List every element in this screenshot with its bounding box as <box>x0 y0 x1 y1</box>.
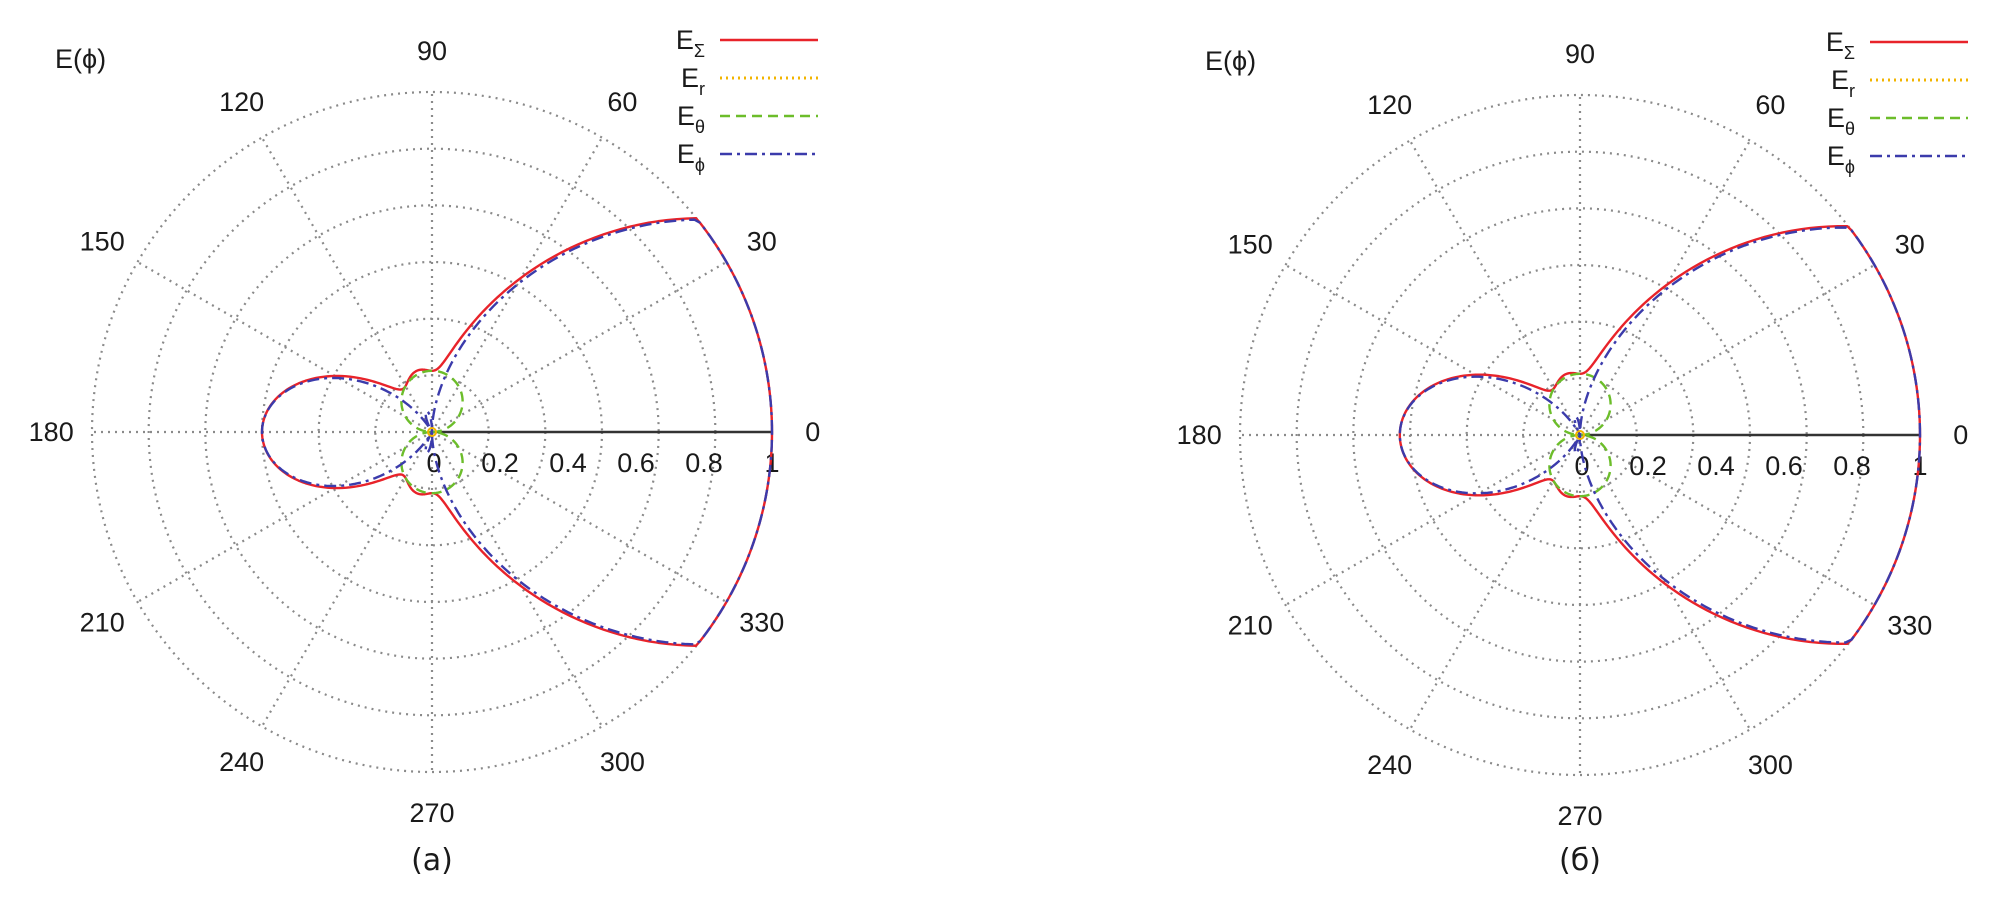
legend-label: Er <box>1831 65 1855 101</box>
radial-tick-label: 1 <box>1912 451 1927 481</box>
radial-tick-label: 0.6 <box>617 448 655 478</box>
series-line-e-phi <box>1398 226 1922 644</box>
y-axis-label: E(ϕ) <box>55 44 106 74</box>
legend-label: Eθ <box>1827 103 1855 139</box>
chart-caption: (a) <box>411 843 453 878</box>
e-r-origin-mark <box>427 427 437 437</box>
angle-label: 330 <box>739 607 784 637</box>
grid-spoke <box>261 137 433 433</box>
grid-spoke <box>1409 140 1581 436</box>
grid-spoke <box>431 137 603 433</box>
radial-tick-label: 0.8 <box>1833 451 1871 481</box>
angle-label: 270 <box>1557 801 1602 831</box>
legend-label: Eϕ <box>1827 141 1855 177</box>
angle-label: 0 <box>805 417 820 447</box>
legend-label: Eϕ <box>677 139 705 175</box>
grid-spoke <box>431 431 603 728</box>
grid-spoke <box>431 431 728 603</box>
angle-label: 60 <box>607 87 637 117</box>
legend-label: Er <box>681 63 705 99</box>
radial-tick-label: 0.2 <box>481 448 519 478</box>
angle-label: 120 <box>1367 90 1412 120</box>
angle-label: 90 <box>1565 39 1595 69</box>
angle-label: 30 <box>1895 230 1925 260</box>
grid-spoke <box>1579 140 1751 436</box>
legend-label: EΣ <box>1826 27 1855 63</box>
y-axis-label: E(ϕ) <box>1205 46 1256 76</box>
grid-spoke <box>1579 434 1875 606</box>
legend-label: EΣ <box>676 25 705 61</box>
grid-spoke <box>1285 264 1581 436</box>
grid-spoke <box>1579 434 1751 731</box>
angle-label: 330 <box>1887 610 1932 640</box>
series-line-e-sigma <box>1398 225 1922 645</box>
radial-tick-label: 0.4 <box>1697 451 1735 481</box>
polar-chart-b: 0 30 60 90 120 150 180 210 240 270 300 330 0 0.2 0.4 0.… <box>1177 27 1969 878</box>
angle-label: 120 <box>219 87 264 117</box>
angle-label: 270 <box>409 798 454 828</box>
angle-label: 150 <box>1228 230 1273 260</box>
angle-label: 0 <box>1953 420 1968 450</box>
angle-label: 60 <box>1755 90 1785 120</box>
radial-tick-label: 0 <box>1574 451 1589 481</box>
grid-spoke <box>261 431 433 728</box>
grid-spoke <box>1409 434 1581 731</box>
angle-label: 150 <box>80 227 125 257</box>
angle-label: 240 <box>219 747 264 777</box>
radial-tick-label: 1 <box>764 448 779 478</box>
angle-label: 30 <box>747 227 777 257</box>
grid-spoke <box>1285 434 1581 606</box>
angle-label: 90 <box>417 36 447 66</box>
angle-label: 300 <box>1748 750 1793 780</box>
angle-label: 180 <box>1177 420 1222 450</box>
radial-tick-label: 0.8 <box>685 448 723 478</box>
angle-label: 240 <box>1367 750 1412 780</box>
radial-tick-label: 0.2 <box>1629 451 1667 481</box>
chart-caption: (б) <box>1559 843 1601 878</box>
angle-label: 300 <box>600 747 645 777</box>
e-r-origin-mark <box>1575 430 1585 440</box>
angle-label: 210 <box>80 607 125 637</box>
series-line-e-phi <box>260 218 774 646</box>
grid-spoke <box>431 261 728 433</box>
legend-label: Eθ <box>677 101 705 137</box>
grid-spoke <box>137 431 433 603</box>
grid-spoke <box>137 261 433 433</box>
radial-tick-label: 0.4 <box>549 448 587 478</box>
angle-label: 180 <box>29 417 74 447</box>
grid-spoke <box>1579 264 1875 436</box>
angle-label: 210 <box>1228 610 1273 640</box>
radial-tick-label: 0.6 <box>1765 451 1803 481</box>
